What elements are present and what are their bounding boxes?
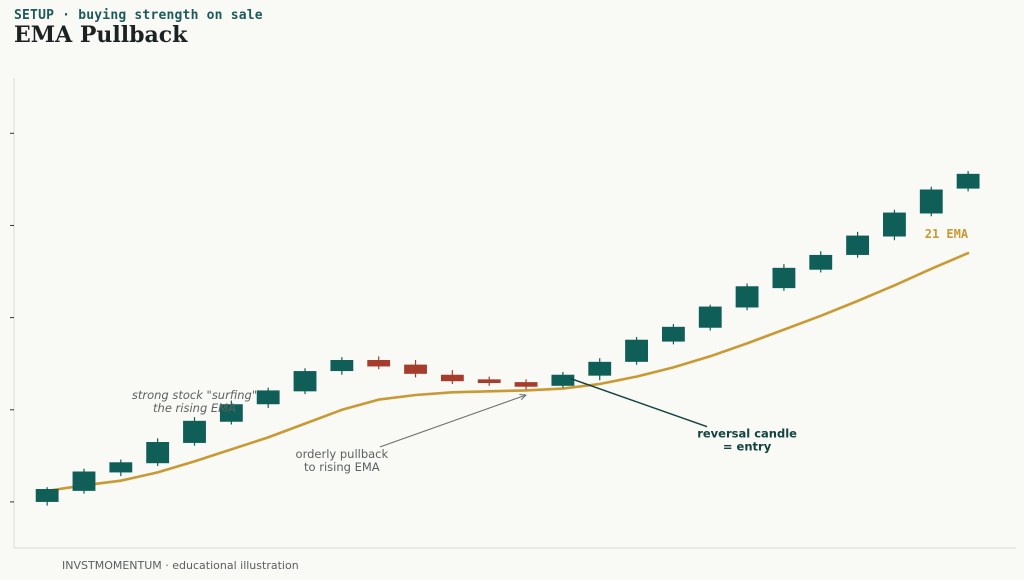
annotation-text-line: the rising EMA — [153, 401, 236, 415]
annotation-entry: reversal candle= entry — [570, 377, 797, 454]
candle-body — [661, 326, 685, 342]
candle-body — [551, 374, 575, 386]
candle — [330, 357, 354, 375]
candle — [293, 368, 317, 395]
candle — [809, 251, 833, 273]
candle-body — [109, 462, 133, 473]
candle — [919, 186, 943, 217]
chart-kicker: SETUP · buying strength on sale — [14, 8, 263, 23]
annotation-arrow — [379, 395, 526, 448]
candle-layer — [35, 171, 980, 506]
ema-label: 21 EMA — [925, 227, 969, 241]
candle — [956, 171, 980, 192]
annotation-text-line: reversal candle — [697, 427, 797, 441]
candle-body — [440, 374, 464, 382]
candle-body — [514, 382, 538, 387]
candle — [625, 336, 648, 365]
candle — [146, 438, 170, 466]
candle — [256, 387, 280, 408]
candle — [514, 379, 538, 390]
ema-line — [45, 251, 970, 493]
candle — [219, 400, 243, 425]
candle — [883, 209, 906, 241]
footer-credit: INVSTMOMENTUM · educational illustration — [62, 559, 299, 572]
candle-body — [256, 390, 280, 405]
candle-body — [35, 489, 59, 502]
candle — [477, 376, 501, 386]
candle — [367, 356, 391, 370]
candle — [183, 417, 206, 446]
candle — [551, 371, 575, 388]
candle-body — [404, 364, 427, 374]
candle — [588, 358, 612, 381]
candle-body — [846, 235, 870, 255]
candle-body — [183, 420, 206, 443]
candle — [846, 231, 870, 258]
candle-body — [330, 360, 354, 372]
candle-body — [956, 173, 980, 189]
candle-body — [146, 442, 170, 464]
candle-body — [735, 286, 759, 308]
candle — [404, 360, 427, 378]
candle-body — [625, 339, 648, 362]
candle — [661, 324, 685, 345]
candle-body — [477, 379, 501, 384]
annotation-text-line: strong stock "surfing" — [132, 388, 257, 402]
candle — [772, 264, 796, 291]
candle-body — [698, 306, 722, 328]
chart-title: EMA Pullback — [14, 22, 188, 48]
candle-body — [883, 212, 906, 237]
candle — [72, 468, 96, 494]
candle-body — [588, 361, 612, 376]
candle-body — [772, 267, 796, 289]
candle-body — [367, 360, 391, 367]
candle-body — [809, 254, 833, 270]
ema-layer: 21 EMA — [45, 227, 970, 493]
candle-body — [72, 471, 96, 491]
candle-body — [219, 404, 243, 422]
candle — [109, 459, 133, 477]
chart-axes — [10, 78, 1016, 549]
annotation-text-line: = entry — [723, 440, 772, 454]
candle — [698, 304, 722, 331]
annotation-text-line: orderly pullback — [296, 447, 389, 461]
candle-body — [293, 371, 317, 392]
annotation-surf: strong stock "surfing"the rising EMA — [132, 388, 257, 415]
annotation-arrow — [570, 377, 708, 428]
candle — [440, 370, 464, 384]
candle — [35, 487, 59, 506]
candle — [735, 283, 759, 311]
annotation-text-line: to rising EMA — [304, 460, 380, 474]
annotation-layer: strong stock "surfing"the rising EMA orde… — [132, 377, 797, 474]
candle-body — [919, 189, 943, 214]
